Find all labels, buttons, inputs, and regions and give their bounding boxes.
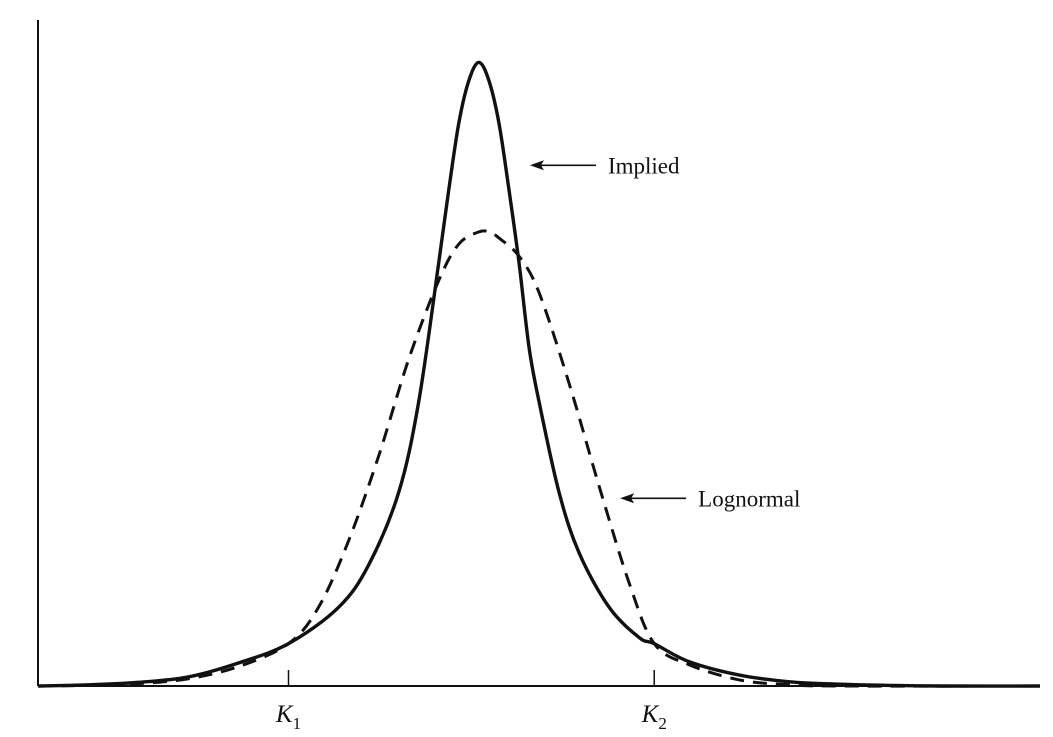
x-tick-layer: K1 K2: [275, 670, 667, 733]
series-line-implied: [37, 60, 1041, 688]
annotation-label-implied: Implied: [608, 153, 680, 178]
chart-axes: [37, 20, 1040, 687]
series-layer: [37, 60, 1041, 688]
annotation-layer: Implied Lognormal: [529, 153, 800, 511]
series-line-lognormal: [37, 229, 1041, 688]
x-tick-label-1: K1: [275, 701, 301, 733]
annotation-arrowhead: [620, 493, 635, 504]
annotation-arrowhead: [529, 160, 544, 171]
x-tick-label-2: K2: [641, 701, 667, 733]
annotation-label-lognormal: Lognormal: [698, 486, 800, 511]
